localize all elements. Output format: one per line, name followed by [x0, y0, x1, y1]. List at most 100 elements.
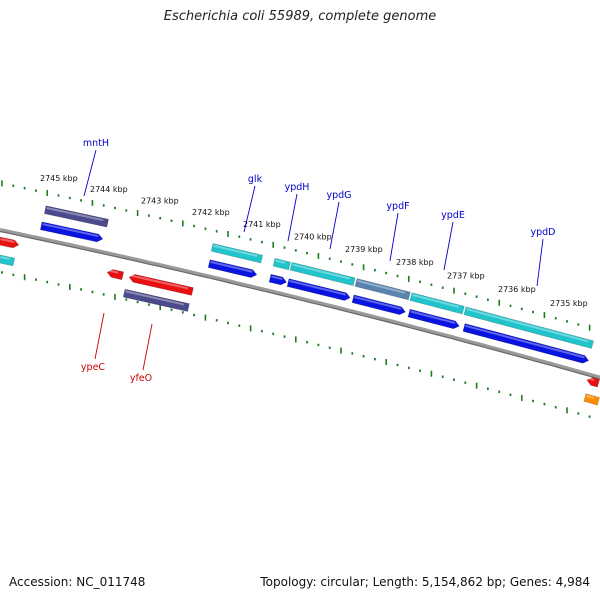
kbp-label: 2739 kbp: [345, 245, 383, 254]
cds-forward-5-highlight: [410, 310, 456, 324]
gene-top-6: [463, 306, 594, 349]
gene-top-1-highlight: [213, 244, 258, 257]
gene-edge-right-highlight: [586, 394, 595, 400]
gene-top-3-highlight: [292, 263, 351, 280]
gene-top-4-highlight: [357, 279, 406, 294]
gene-top-1: [210, 243, 264, 264]
cds-forward-1-highlight: [210, 260, 253, 273]
accession-label: Accession: NC_011748: [9, 575, 146, 589]
labels: 2745 kbp 2744 kbp 2743 kbp 2742 kbp 2741 kbp…: [40, 138, 588, 384]
gene-top-2-highlight: [275, 259, 286, 264]
gene-leader-line: [443, 221, 454, 271]
cds-forward-0-highlight: [42, 223, 99, 238]
cds-reverse-1: [128, 274, 194, 296]
gene-edge-left: [0, 254, 16, 267]
gene-top-6-shape: [463, 306, 594, 349]
gene-top-4-shape: [354, 278, 411, 301]
gene-top-3: [289, 262, 356, 287]
gene-label-ypdG: ypdG: [326, 190, 351, 201]
cds-forward-2: [268, 273, 288, 286]
gene-leader-line: [536, 238, 544, 287]
cds-forward-6: [462, 323, 590, 364]
cds-forward-4-shape: [351, 294, 406, 315]
cds-reverse-0-shape: [106, 269, 124, 281]
gene-label-mntH: mntH: [83, 138, 109, 149]
gene-bottom-0-highlight: [125, 290, 185, 306]
cds-forward-0: [39, 221, 104, 243]
gene-edge-right: [583, 393, 600, 406]
gene-top-0-shape: [43, 205, 109, 228]
cds-forward-6-highlight: [465, 324, 585, 359]
cds-forward-4-highlight: [354, 296, 402, 310]
gene-leader-line: [83, 149, 97, 197]
cds-edge-right: [586, 377, 600, 388]
gene-label-ypeC: ypeC: [81, 362, 105, 373]
cds-reverse-0: [106, 269, 124, 281]
gene-leader-line: [287, 193, 298, 242]
cds-forward-5-shape: [407, 308, 460, 330]
genome-backbone-shade: [0, 230, 600, 380]
kbp-label: 2737 kbp: [447, 271, 485, 280]
cds-edge-right-highlight: [588, 377, 595, 381]
cds-reverse-1-highlight: [130, 274, 189, 290]
cds-edge-left-highlight: [0, 238, 15, 244]
gene-top-6-highlight: [466, 308, 589, 343]
gene-top-0-highlight: [46, 206, 104, 222]
kbp-label: 2738 kbp: [396, 258, 434, 267]
kbp-label: 2745 kbp: [40, 174, 78, 183]
kbp-label: 2735 kbp: [550, 299, 588, 308]
gene-label-ypdD: ypdD: [531, 227, 556, 238]
gene-top-5-shape: [409, 292, 465, 315]
gene-bottom-0: [122, 288, 190, 312]
cds-edge-left-shape: [0, 236, 20, 249]
kbp-label: 2741 kbp: [243, 220, 281, 229]
gene-bottom-0-shape: [122, 288, 190, 312]
kbp-label: 2742 kbp: [192, 208, 230, 217]
gene-top-1-shape: [210, 243, 264, 264]
cds-forward-3: [286, 278, 351, 301]
gene-label-ypdE: ypdE: [441, 210, 465, 221]
gene-top-2-shape: [272, 257, 291, 271]
gene-leader-line: [94, 312, 105, 360]
cds-reverse-1-shape: [128, 274, 194, 296]
gene-edge-left-shape: [0, 254, 16, 267]
gene-leader-line: [243, 185, 256, 233]
gene-label-yfeO: yfeO: [130, 373, 152, 384]
cds-forward-0-shape: [39, 221, 104, 243]
cds-forward-4: [351, 294, 406, 315]
cds-forward-2-highlight: [271, 275, 283, 281]
gene-edge-left-highlight: [0, 256, 10, 260]
gene-leader-line: [142, 323, 153, 371]
gene-top-5: [409, 292, 465, 315]
gene-label-ypdF: ypdF: [386, 201, 409, 212]
kbp-label: 2743 kbp: [141, 196, 179, 205]
gene-top-0: [43, 205, 109, 228]
cds-forward-3-highlight: [289, 279, 347, 296]
cds-edge-right-shape: [586, 377, 600, 388]
kbp-label: 2736 kbp: [498, 285, 536, 294]
cds-forward-5: [407, 308, 460, 330]
gene-top-2: [272, 257, 291, 271]
cds-forward-2-shape: [268, 273, 288, 286]
gene-top-5-highlight: [412, 293, 460, 308]
gene-features: [0, 205, 600, 406]
genome-backbone-line: [0, 228, 600, 380]
gene-leader-line: [389, 212, 399, 262]
gene-top-4: [354, 278, 411, 301]
cds-reverse-0-highlight: [108, 269, 119, 274]
kbp-label: 2744 kbp: [90, 185, 128, 194]
scale-ticks: [1, 180, 591, 418]
gene-edge-right-shape: [583, 393, 600, 406]
kbp-label: 2740 kbp: [294, 232, 332, 241]
gene-label-ypdH: ypdH: [285, 182, 310, 193]
gene-top-3-shape: [289, 262, 356, 287]
cds-forward-6-shape: [462, 323, 590, 364]
topology-summary: Topology: circular; Length: 5,154,862 bp…: [260, 575, 590, 589]
genome-backbone: [0, 228, 600, 380]
gene-leader-line: [329, 201, 340, 250]
gene-label-glk: glk: [248, 174, 263, 185]
cds-forward-1: [207, 259, 258, 278]
cds-edge-left: [0, 236, 20, 249]
map-title: Escherichia coli 55989, complete genome: [163, 9, 437, 24]
